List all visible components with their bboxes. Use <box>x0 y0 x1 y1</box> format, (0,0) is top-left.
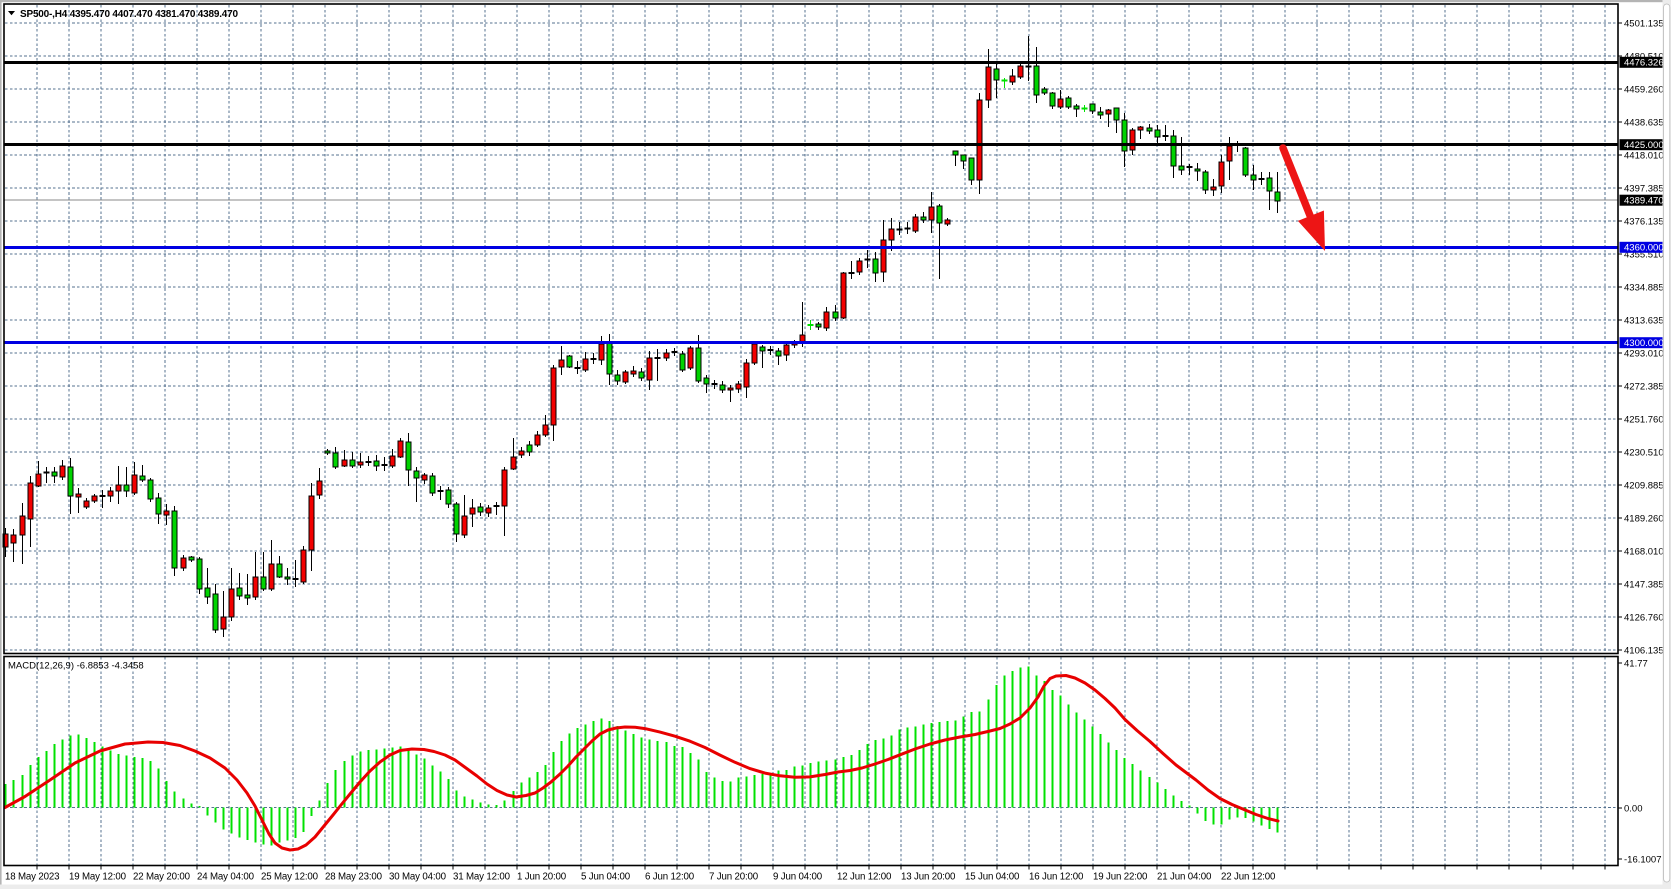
svg-text:25 May 12:00: 25 May 12:00 <box>261 872 319 883</box>
svg-text:31 May 12:00: 31 May 12:00 <box>453 872 511 883</box>
svg-text:4209.885: 4209.885 <box>1624 480 1664 491</box>
svg-text:24 May 04:00: 24 May 04:00 <box>197 872 255 883</box>
svg-text:4272.385: 4272.385 <box>1624 381 1664 392</box>
svg-text:12 Jun 12:00: 12 Jun 12:00 <box>837 872 892 883</box>
svg-text:4425.000: 4425.000 <box>1624 140 1664 151</box>
svg-text:4376.135: 4376.135 <box>1624 216 1664 227</box>
svg-text:4300.000: 4300.000 <box>1624 338 1664 349</box>
svg-text:30 May 04:00: 30 May 04:00 <box>389 872 447 883</box>
svg-text:9 Jun 04:00: 9 Jun 04:00 <box>773 872 823 883</box>
svg-text:28 May 23:00: 28 May 23:00 <box>325 872 383 883</box>
svg-text:19 Jun 22:00: 19 Jun 22:00 <box>1093 872 1148 883</box>
svg-text:4293.010: 4293.010 <box>1624 348 1664 359</box>
svg-text:7 Jun 20:00: 7 Jun 20:00 <box>709 872 759 883</box>
svg-text:4334.885: 4334.885 <box>1624 282 1664 293</box>
svg-text:4189.260: 4189.260 <box>1624 513 1664 524</box>
svg-text:-16.1007: -16.1007 <box>1624 854 1662 865</box>
svg-text:4168.010: 4168.010 <box>1624 546 1664 557</box>
svg-text:4147.385: 4147.385 <box>1624 579 1664 590</box>
svg-text:22 Jun 12:00: 22 Jun 12:00 <box>1221 872 1276 883</box>
svg-text:4126.760: 4126.760 <box>1624 612 1664 623</box>
svg-text:22 May 20:00: 22 May 20:00 <box>133 872 191 883</box>
svg-text:4459.260: 4459.260 <box>1624 84 1664 95</box>
svg-text:4251.760: 4251.760 <box>1624 414 1664 425</box>
svg-text:0.00: 0.00 <box>1624 803 1643 814</box>
svg-text:4476.326: 4476.326 <box>1624 58 1664 69</box>
svg-text:4355.510: 4355.510 <box>1624 249 1664 260</box>
svg-text:4501.135: 4501.135 <box>1624 18 1664 29</box>
svg-text:6 Jun 12:00: 6 Jun 12:00 <box>645 872 695 883</box>
svg-text:MACD(12,26,9) -6.8853 -4.3458: MACD(12,26,9) -6.8853 -4.3458 <box>8 661 144 672</box>
svg-text:1 Jun 20:00: 1 Jun 20:00 <box>517 872 567 883</box>
svg-text:4313.635: 4313.635 <box>1624 315 1664 326</box>
svg-text:4360.000: 4360.000 <box>1624 243 1664 254</box>
svg-text:5 Jun 04:00: 5 Jun 04:00 <box>581 872 631 883</box>
svg-text:4389.470: 4389.470 <box>1624 195 1664 206</box>
svg-text:41.77: 41.77 <box>1624 658 1648 669</box>
svg-text:13 Jun 20:00: 13 Jun 20:00 <box>901 872 956 883</box>
svg-text:4230.510: 4230.510 <box>1624 447 1664 458</box>
svg-text:4438.635: 4438.635 <box>1624 117 1664 128</box>
svg-text:18 May 2023: 18 May 2023 <box>5 872 59 883</box>
svg-text:15 Jun 04:00: 15 Jun 04:00 <box>965 872 1020 883</box>
svg-text:SP500-,H4 4395.470 4407.470 4: SP500-,H4 4395.470 4407.470 4381.470 438… <box>20 9 239 20</box>
svg-text:4418.010: 4418.010 <box>1624 150 1664 161</box>
svg-text:4397.385: 4397.385 <box>1624 183 1664 194</box>
svg-text:19 May 12:00: 19 May 12:00 <box>69 872 127 883</box>
svg-text:21 Jun 04:00: 21 Jun 04:00 <box>1157 872 1212 883</box>
svg-text:16 Jun 12:00: 16 Jun 12:00 <box>1029 872 1084 883</box>
svg-text:4106.135: 4106.135 <box>1624 645 1664 656</box>
